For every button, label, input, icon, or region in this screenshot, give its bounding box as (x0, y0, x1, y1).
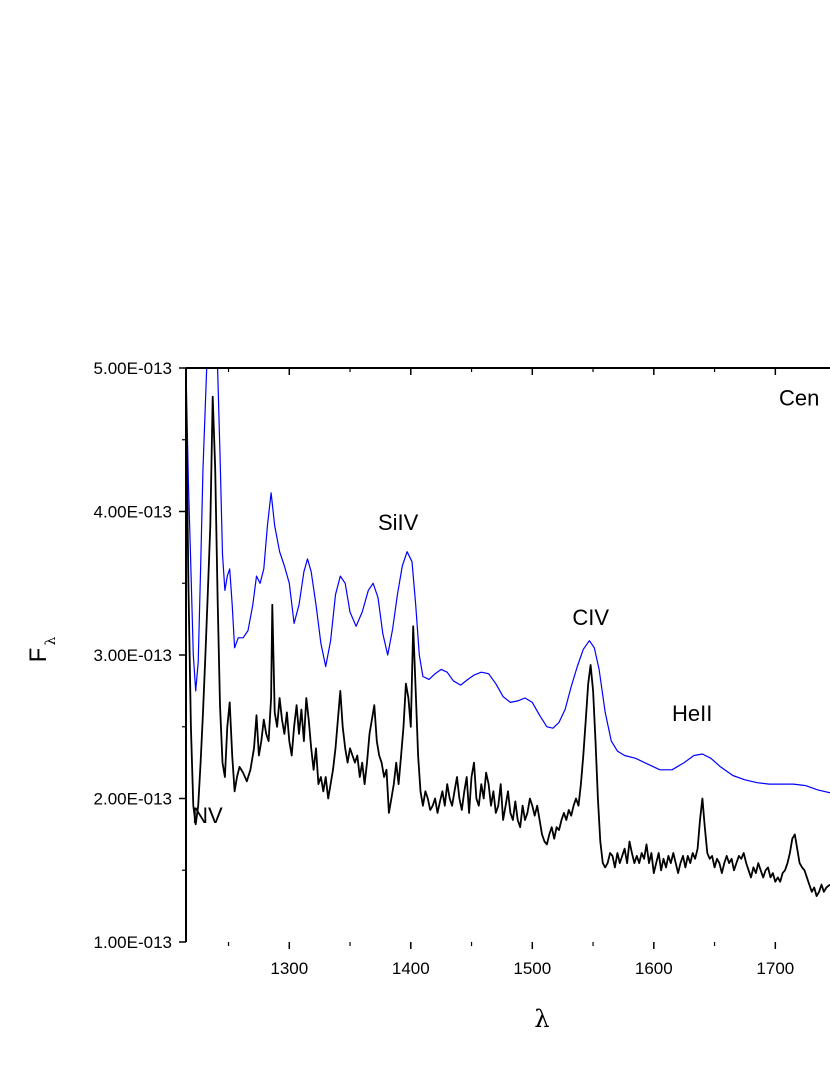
x-tick-label: 1700 (756, 959, 794, 978)
x-tick-label: 1600 (635, 959, 673, 978)
series-layer (186, 368, 830, 897)
line-annotation: Cen (779, 385, 819, 410)
series-line-1 (186, 368, 830, 794)
x-tick-label: 1300 (270, 959, 308, 978)
line-annotation: HeII (672, 701, 712, 726)
line-annotation: SiIV (378, 510, 419, 535)
y-tick-label: 5.00E-013 (94, 359, 172, 378)
y-tick-label: 2.00E-013 (94, 790, 172, 809)
axes-layer (179, 367, 830, 949)
series-line-2 (186, 395, 830, 897)
y-tick-label: 4.00E-013 (94, 503, 172, 522)
y-tick-label: 3.00E-013 (94, 646, 172, 665)
line-annotation: CIV (572, 605, 609, 630)
y-axis-title-subscript: λ (43, 636, 59, 645)
y-tick-label: 1.00E-013 (94, 933, 172, 952)
y-axis-title: Fλ (25, 636, 59, 662)
labels-layer: 1.00E-013 2.00E-013 3.00E-013 4.00E-013 5.00… (25, 359, 819, 1033)
x-tick-label: 1500 (513, 959, 551, 978)
y-axis-title-main: F (25, 648, 52, 663)
x-tick-label: 1400 (392, 959, 430, 978)
x-axis-title: λ (534, 1005, 549, 1033)
line-annotation: NV (192, 803, 223, 828)
